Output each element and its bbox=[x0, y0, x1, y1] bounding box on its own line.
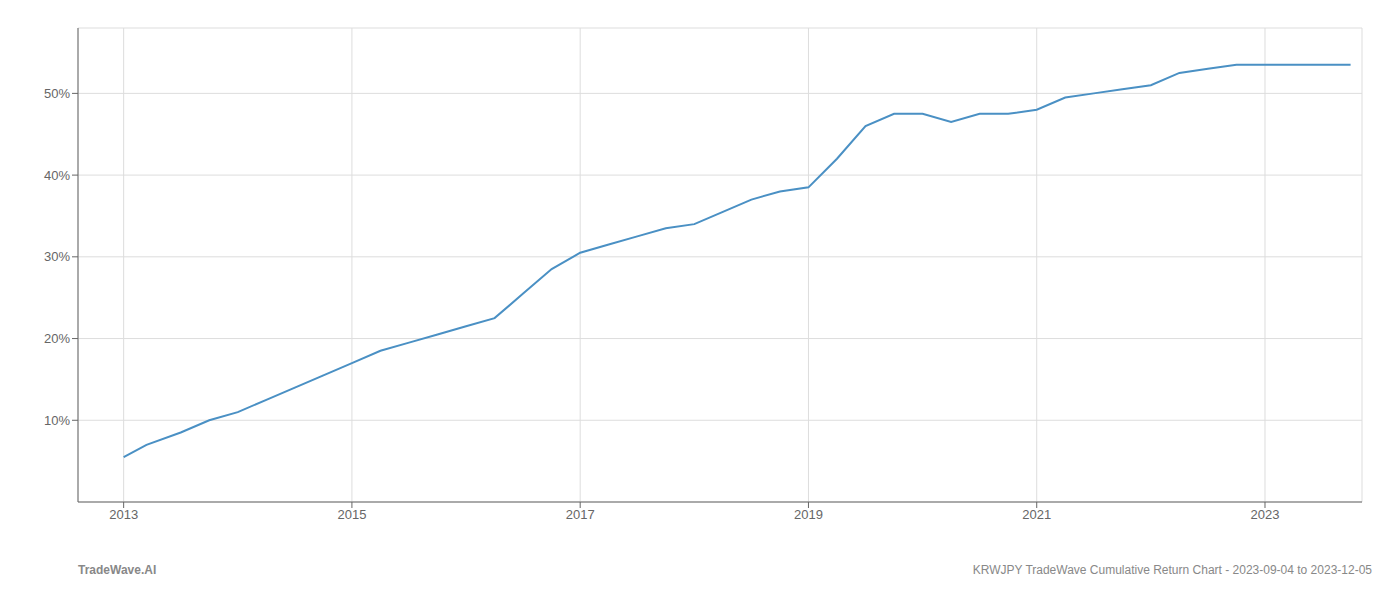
html-text:TradeWave.AI: TradeWave.AI bbox=[78, 563, 157, 577]
svg-text:2019: 2019 bbox=[794, 507, 823, 522]
svg-text:2017: 2017 bbox=[566, 507, 595, 522]
html-text:KRWJPY TradeWave Cumulative Re: KRWJPY TradeWave Cumulative Return Chart… bbox=[972, 563, 1372, 577]
svg-text:10%: 10% bbox=[44, 413, 70, 428]
svg-text:20%: 20% bbox=[44, 331, 70, 346]
svg-text:2015: 2015 bbox=[337, 507, 366, 522]
svg-text:2013: 2013 bbox=[109, 507, 138, 522]
svg-text:2021: 2021 bbox=[1022, 507, 1051, 522]
svg-text:2023: 2023 bbox=[1251, 507, 1280, 522]
svg-text:30%: 30% bbox=[44, 249, 70, 264]
svg-text:50%: 50% bbox=[44, 86, 70, 101]
svg-text:40%: 40% bbox=[44, 168, 70, 183]
